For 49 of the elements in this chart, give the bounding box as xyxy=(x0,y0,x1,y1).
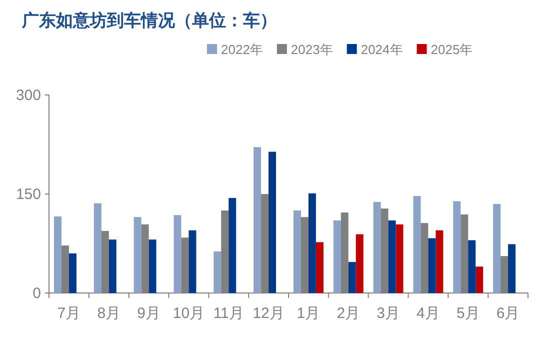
bar xyxy=(428,238,436,293)
x-tick-label: 11月 xyxy=(213,305,244,322)
bar xyxy=(214,251,222,293)
x-tick-label: 7月 xyxy=(57,305,81,322)
y-tick-label: 0 xyxy=(32,285,41,302)
bar xyxy=(268,152,276,293)
x-tick-label: 10月 xyxy=(172,305,205,322)
bar xyxy=(108,240,116,293)
y-tick-label: 300 xyxy=(16,87,41,104)
x-tick-label: 3月 xyxy=(376,305,400,322)
bar xyxy=(468,240,476,293)
bar xyxy=(68,253,76,293)
x-tick-label: 2月 xyxy=(336,305,360,322)
bar xyxy=(316,242,324,293)
x-tick-label: 1月 xyxy=(296,305,320,322)
chart-title: 广东如意坊到车情况（单位：车） xyxy=(21,11,277,31)
bar xyxy=(436,230,444,293)
legend-label: 2023年 xyxy=(290,42,333,57)
legend-label: 2022年 xyxy=(221,42,263,57)
bar xyxy=(396,224,404,293)
bar xyxy=(134,217,142,293)
x-tick-label: 5月 xyxy=(456,305,480,322)
bar xyxy=(388,220,396,293)
bar xyxy=(453,201,461,293)
bar xyxy=(333,220,341,293)
bar xyxy=(356,234,364,293)
bar xyxy=(54,216,62,293)
bar xyxy=(308,193,316,293)
x-tick-label: 12月 xyxy=(252,305,284,322)
bar xyxy=(476,266,484,293)
x-tick-label: 8月 xyxy=(97,305,121,322)
legend-label: 2025年 xyxy=(430,42,473,57)
bar xyxy=(188,230,196,293)
x-tick-label: 6月 xyxy=(496,305,520,322)
bar xyxy=(293,210,301,293)
bar xyxy=(94,203,102,293)
bar xyxy=(508,244,516,293)
bar xyxy=(493,204,501,293)
bar xyxy=(373,202,381,293)
y-tick-label: 150 xyxy=(16,186,41,203)
x-tick-label: 4月 xyxy=(416,305,440,322)
bar xyxy=(148,240,156,293)
legend-label: 2024年 xyxy=(360,42,403,57)
bar xyxy=(254,147,262,293)
bar xyxy=(228,198,236,293)
bar xyxy=(413,196,421,293)
x-tick-label: 9月 xyxy=(137,305,160,322)
bar xyxy=(348,262,356,293)
bar xyxy=(174,215,182,293)
